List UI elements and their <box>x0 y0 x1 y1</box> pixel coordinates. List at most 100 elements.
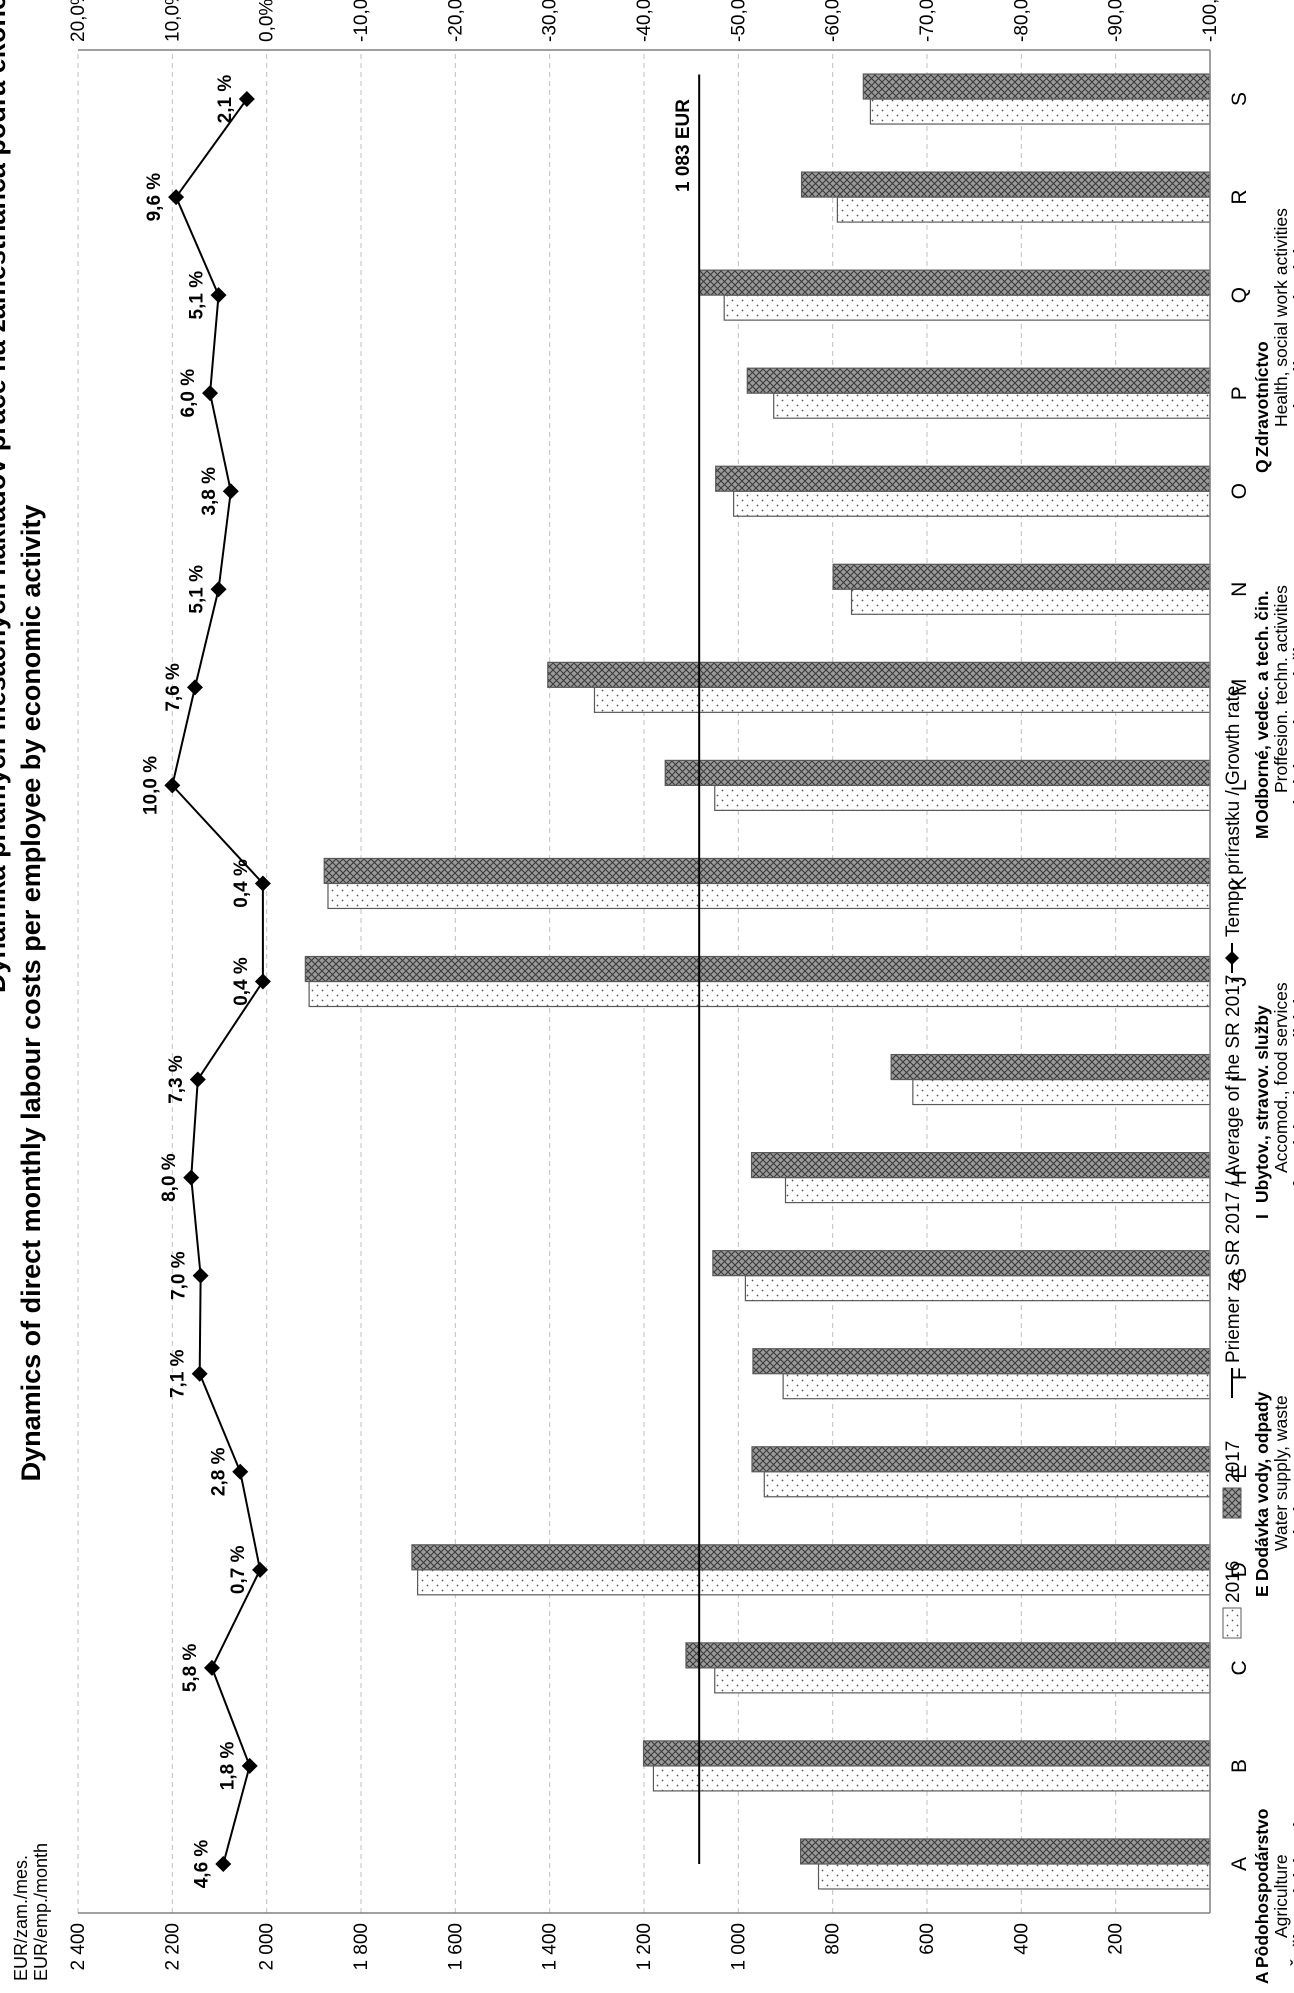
bar-2016-M <box>593 686 1211 713</box>
category-label-S: S <box>1228 92 1251 106</box>
right-tick-label: 10,0% <box>162 0 183 42</box>
right-tick-label: -90,0% <box>1106 0 1127 42</box>
left-tick-label: 2 400 <box>68 1923 89 1971</box>
category-label-Q: Q <box>1228 287 1251 303</box>
category-label-D: D <box>1228 1562 1251 1577</box>
bar-2017-K <box>323 857 1211 885</box>
growth-marker-R <box>168 189 185 206</box>
category-label-M: M <box>1228 679 1251 697</box>
bar-2017-S <box>862 73 1211 100</box>
growth-label-F: 7,1 % <box>168 1349 189 1398</box>
bar-2016-Q <box>723 294 1211 321</box>
bar-2017-B <box>642 1740 1211 1767</box>
growth-label-H: 8,0 % <box>159 1153 180 1202</box>
growth-label-L: 10,0 % <box>140 756 161 815</box>
left-tick-label: 2 000 <box>257 1923 278 1971</box>
category-label-H: H <box>1228 1170 1251 1185</box>
note-sk-E: Dodávka vody, odpady <box>1252 1391 1272 1581</box>
category-label-O: O <box>1228 483 1251 499</box>
note-code-E: E <box>1252 1585 1272 1597</box>
bar-2016-N <box>850 588 1211 615</box>
bar-2017-Q <box>698 269 1211 296</box>
note-sk-J: Informácie a komunikácia <box>1290 989 1294 1203</box>
growth-marker-D <box>252 1561 269 1578</box>
growth-marker-K <box>254 875 271 892</box>
note-sk-R: Umenie, zábava, rekreácia <box>1290 239 1294 457</box>
growth-label-K: 0,4 % <box>231 859 252 908</box>
category-label-K: K <box>1228 876 1251 890</box>
note-sk-I: Ubytov., stravov. služby <box>1252 1005 1272 1203</box>
growth-marker-B <box>241 1757 258 1774</box>
bar-2017-F <box>752 1348 1211 1375</box>
growth-marker-P <box>202 385 219 402</box>
bar-2017-N <box>832 563 1211 590</box>
right-tick-label: -100,0% <box>1200 0 1221 42</box>
legend: 2016 2017 Priemer za SR 2017 / Average of … <box>1222 686 1244 1639</box>
note-code-Q: Q <box>1252 459 1272 473</box>
growth-marker-I <box>189 1071 206 1088</box>
growth-marker-F <box>191 1365 208 1382</box>
note-code-B: B <box>1290 1971 1294 1984</box>
growth-label-E: 2,8 % <box>208 1447 229 1496</box>
category-label-I: I <box>1228 1077 1251 1083</box>
average-line-group: 1 083 EUR <box>673 74 701 1864</box>
legend-label-growth: Tempo prírastku / Growth rate <box>1223 686 1244 937</box>
note-en-Q: Health, social work activities <box>1271 208 1291 427</box>
left-tick-label: 1 200 <box>634 1923 655 1971</box>
bar-2017-E <box>751 1446 1211 1473</box>
note-sk-F: Stavebníctvo <box>1290 1472 1294 1581</box>
category-label-E: E <box>1228 1465 1251 1479</box>
category-label-F: F <box>1228 1367 1251 1380</box>
growth-label-N: 5,1 % <box>187 565 208 614</box>
bar-2017-J <box>304 955 1211 983</box>
growth-marker-Q <box>210 287 227 304</box>
chart-title-sk: Dynamika priamych mesačných nákladov prá… <box>0 0 11 993</box>
left-tick-label: 1 400 <box>540 1923 561 1971</box>
category-label-J: J <box>1228 976 1251 987</box>
growth-marker-S <box>238 91 255 108</box>
category-labels: A B C D E F G H I J K L M N O P Q R S <box>1228 92 1251 1871</box>
right-axis-ticks: -100,0% -90,0% -80,0% -70,0% -60,0% -50,0% -40… <box>68 0 1221 42</box>
bar-2017-M <box>547 661 1211 688</box>
growth-label-I: 7,3 % <box>166 1055 187 1104</box>
growth-marker-G <box>192 1267 209 1284</box>
left-tick-label: 1 600 <box>445 1923 466 1971</box>
category-label-C: C <box>1228 1660 1251 1675</box>
right-tick-label: -20,0% <box>445 0 466 42</box>
right-tick-label: -80,0% <box>1011 0 1032 42</box>
growth-label-O: 3,8 % <box>199 467 220 516</box>
bar-2017-H <box>750 1152 1211 1179</box>
bar-2016-H <box>784 1177 1211 1204</box>
left-axis-ticks: 200 400 600 800 1 000 1 200 1 400 1 600 1 800 2 0… <box>68 1923 1127 1971</box>
bars <box>304 73 1211 1890</box>
bar-2016-F <box>782 1373 1211 1400</box>
bar-2016-O <box>733 490 1211 517</box>
note-sk-M: Odborné, vedec. a tech. čin. <box>1252 591 1272 823</box>
y-axis-unit-en: EUR/emp./month <box>31 1843 51 1981</box>
chart-title-en: Dynamics of direct monthly labour costs … <box>16 505 46 1482</box>
right-tick-label: -40,0% <box>634 0 655 42</box>
legend-swatch-2017 <box>1222 1487 1242 1519</box>
note-sk-A: Pôdohospodárstvo <box>1252 1809 1272 1968</box>
growth-label-M: 7,6 % <box>163 663 184 712</box>
note-code-N: N <box>1290 826 1294 839</box>
bar-2016-A <box>817 1863 1211 1890</box>
bar-2016-J <box>308 980 1211 1008</box>
note-sk-B: Ťažba a dobývanie <box>1289 1812 1294 1968</box>
growth-label-J: 0,4 % <box>231 957 252 1006</box>
note-code-A: A <box>1252 1971 1272 1984</box>
bar-2016-L <box>714 784 1211 811</box>
growth-label-G: 7,0 % <box>169 1251 190 1300</box>
right-tick-label: -60,0% <box>823 0 844 42</box>
left-tick-label: 1 000 <box>728 1923 749 1971</box>
average-label: 1 083 EUR <box>673 99 694 192</box>
note-sk-N: Administratívne služby <box>1290 631 1294 823</box>
note-en-E: Water supply, waste <box>1271 1395 1291 1551</box>
bar-2016-I <box>912 1078 1211 1106</box>
left-tick-label: 400 <box>1011 1923 1032 1955</box>
growth-label-B: 1,8 % <box>218 1742 239 1791</box>
category-label-B: B <box>1228 1759 1251 1773</box>
